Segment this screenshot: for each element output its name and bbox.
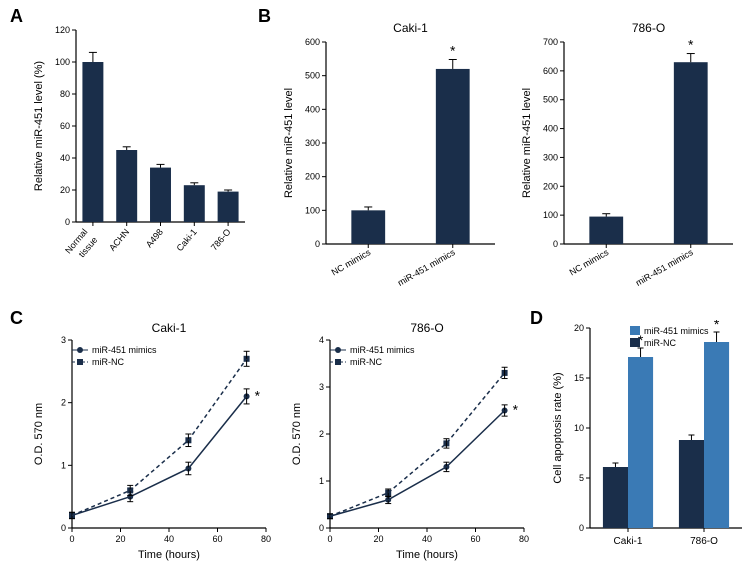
svg-text:miR-451 mimics: miR-451 mimics <box>634 247 695 288</box>
chart-c-caki1: 0 1 2 3 0 20 40 60 80 * O.D. 570 nm Time (hours) Cak… <box>28 320 276 568</box>
svg-text:4: 4 <box>319 335 324 345</box>
svg-text:0: 0 <box>65 217 70 227</box>
svg-text:1: 1 <box>61 460 66 470</box>
svg-text:15: 15 <box>574 373 584 383</box>
svg-text:2: 2 <box>319 429 324 439</box>
svg-text:600: 600 <box>305 37 320 47</box>
svg-text:A498: A498 <box>144 227 165 250</box>
svg-text:Time (hours): Time (hours) <box>396 549 458 561</box>
svg-text:O.D. 570 nm: O.D. 570 nm <box>291 403 303 465</box>
svg-text:100: 100 <box>55 57 70 67</box>
panel-b-label: B <box>258 6 271 27</box>
svg-text:20: 20 <box>373 534 383 544</box>
svg-text:Cell apoptosis rate (%): Cell apoptosis rate (%) <box>552 372 564 483</box>
svg-text:20: 20 <box>60 185 70 195</box>
svg-text:NC mimics: NC mimics <box>330 247 373 278</box>
svg-text:1: 1 <box>319 476 324 486</box>
svg-text:200: 200 <box>543 181 558 191</box>
svg-text:miR-451 mimics: miR-451 mimics <box>92 345 157 355</box>
svg-text:40: 40 <box>422 534 432 544</box>
svg-text:40: 40 <box>60 153 70 163</box>
svg-text:5: 5 <box>579 473 584 483</box>
svg-text:3: 3 <box>61 335 66 345</box>
svg-text:60: 60 <box>212 534 222 544</box>
svg-text:Caki-1: Caki-1 <box>152 321 187 335</box>
svg-text:40: 40 <box>164 534 174 544</box>
svg-text:0: 0 <box>553 239 558 249</box>
svg-text:O.D. 570 nm: O.D. 570 nm <box>33 403 45 465</box>
chart-b-786o: 0 100 200 300 400 500 600 700 NC mimics * miR-451 … <box>516 20 741 290</box>
svg-text:Relative miR-451 level (%): Relative miR-451 level (%) <box>33 61 45 191</box>
svg-text:Time (hours): Time (hours) <box>138 549 200 561</box>
svg-text:*: * <box>714 320 720 332</box>
chart-a: 020406080100120NormaltissueACHNA498Caki-… <box>28 20 253 290</box>
svg-text:786-O: 786-O <box>209 227 233 253</box>
svg-text:120: 120 <box>55 25 70 35</box>
svg-text:10: 10 <box>574 423 584 433</box>
svg-text:NC mimics: NC mimics <box>568 247 611 278</box>
svg-text:0: 0 <box>579 523 584 533</box>
svg-text:ACHN: ACHN <box>107 227 131 253</box>
chart-c-786o: 01234020406080*O.D. 570 nmTime (hours)78… <box>286 320 534 568</box>
svg-text:80: 80 <box>261 534 271 544</box>
svg-text:miR-451 mimics: miR-451 mimics <box>350 345 415 355</box>
svg-text:3: 3 <box>319 382 324 392</box>
svg-text:700: 700 <box>543 37 558 47</box>
svg-text:miR-NC: miR-NC <box>92 357 124 367</box>
svg-text:500: 500 <box>305 71 320 81</box>
svg-text:Caki-1: Caki-1 <box>393 21 428 35</box>
svg-text:0: 0 <box>319 523 324 533</box>
svg-text:Relative miR-451 level: Relative miR-451 level <box>283 88 295 198</box>
svg-text:miR-NC: miR-NC <box>644 338 676 348</box>
svg-text:20: 20 <box>115 534 125 544</box>
svg-text:Relative miR-451 level: Relative miR-451 level <box>521 88 533 198</box>
svg-text:200: 200 <box>305 172 320 182</box>
svg-text:786-O: 786-O <box>632 21 665 35</box>
svg-text:300: 300 <box>543 152 558 162</box>
chart-d: 05101520*Caki-1*786-OCell apoptosis rate… <box>548 320 748 568</box>
svg-text:786-O: 786-O <box>410 321 443 335</box>
svg-text:80: 80 <box>60 89 70 99</box>
svg-text:0: 0 <box>69 534 74 544</box>
svg-text:100: 100 <box>305 205 320 215</box>
svg-text:20: 20 <box>574 323 584 333</box>
svg-text:786-O: 786-O <box>690 536 718 547</box>
svg-text:*: * <box>688 37 694 53</box>
panel-a-label: A <box>10 6 23 27</box>
svg-text:400: 400 <box>543 124 558 134</box>
svg-text:100: 100 <box>543 210 558 220</box>
svg-text:*: * <box>255 387 261 403</box>
svg-text:60: 60 <box>470 534 480 544</box>
chart-b-caki1: 0 100 200 300 400 500 600 NC mimics * miR-451 mim… <box>278 20 503 290</box>
svg-text:Caki-1: Caki-1 <box>174 227 198 253</box>
svg-text:2: 2 <box>61 398 66 408</box>
svg-text:0: 0 <box>315 239 320 249</box>
svg-text:*: * <box>450 43 456 59</box>
svg-text:miR-451 mimics: miR-451 mimics <box>396 247 457 288</box>
svg-text:0: 0 <box>61 523 66 533</box>
svg-text:500: 500 <box>543 95 558 105</box>
panel-c-label: C <box>10 308 23 329</box>
svg-text:300: 300 <box>305 138 320 148</box>
svg-text:miR-451 mimics: miR-451 mimics <box>644 326 709 336</box>
svg-text:600: 600 <box>543 66 558 76</box>
svg-text:80: 80 <box>519 534 529 544</box>
svg-text:60: 60 <box>60 121 70 131</box>
svg-text:0: 0 <box>327 534 332 544</box>
svg-text:*: * <box>513 402 519 418</box>
svg-text:Caki-1: Caki-1 <box>614 536 643 547</box>
svg-text:400: 400 <box>305 104 320 114</box>
svg-text:miR-NC: miR-NC <box>350 357 382 367</box>
